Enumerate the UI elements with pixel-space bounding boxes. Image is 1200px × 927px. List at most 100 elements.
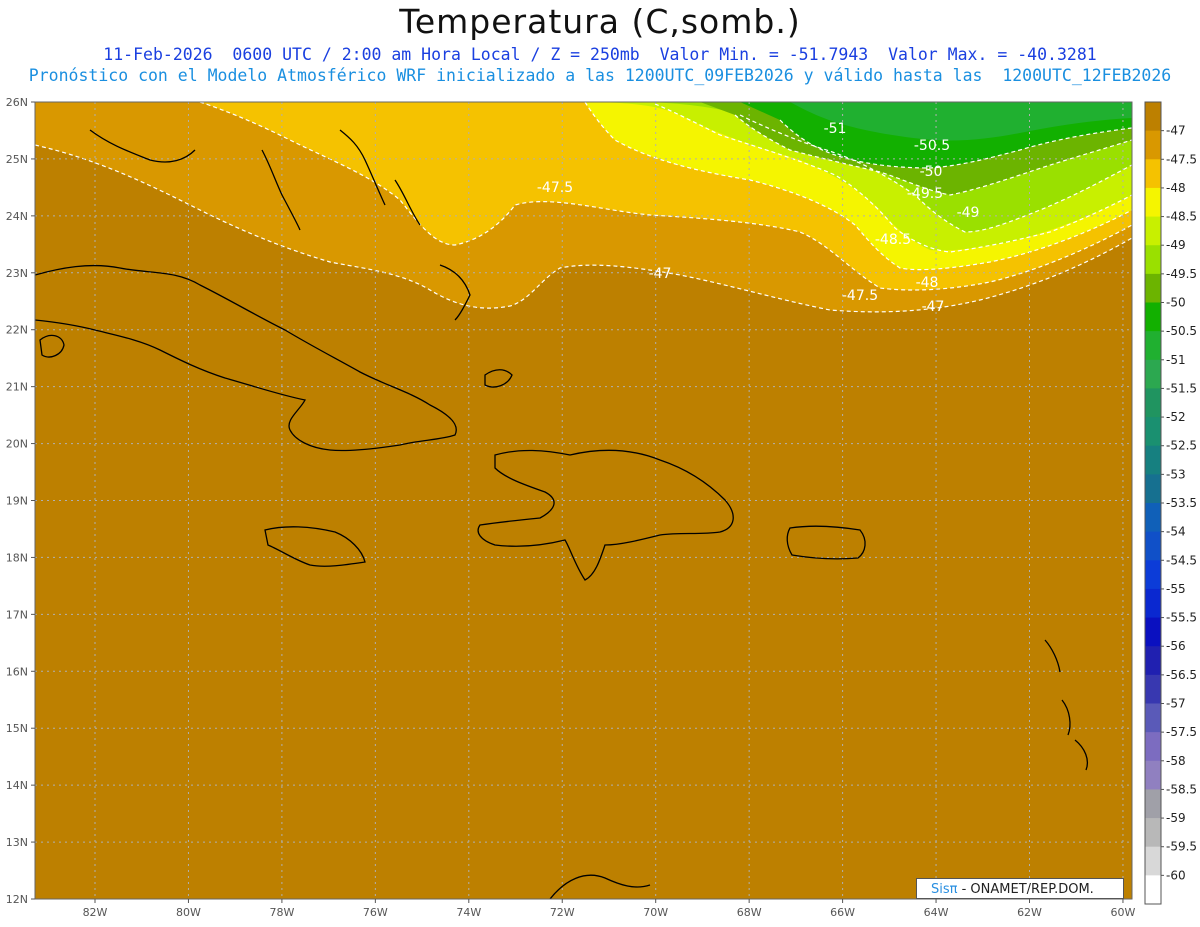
colorbar-swatch [1145,474,1161,504]
colorbar-swatch [1145,359,1161,389]
colorbar-label: -59 [1166,811,1186,825]
map-title: Temperatura (C,somb.) [399,2,801,41]
lat-tick-label: 25N [6,153,28,166]
isotherm-contours [35,102,1132,313]
colorbar-label: -51 [1166,353,1186,367]
contour-label: -48.5 [875,232,911,248]
latitude-axis: 26N 25N 24N 23N 22N 21N 20N 19N 18N 17N 16N 15N 14N 1… [6,96,35,906]
colorbar-label: -58.5 [1166,782,1197,796]
lat-tick-label: 19N [6,495,28,508]
colorbar-label: -54 [1166,525,1186,539]
colorbar-label: -50.5 [1166,324,1197,338]
colorbar-label: -53 [1166,467,1186,481]
colorbar-swatch [1145,245,1161,275]
contour-label: -47 [649,266,672,282]
lat-tick-label: 22N [6,324,28,337]
colorbar-swatch [1145,560,1161,590]
credit-box: Sisπ - ONAMET/REP.DOM. [916,878,1124,899]
contour-label: -50 [920,164,943,180]
colorbar-label: -56.5 [1166,668,1197,682]
contour-labels: -51 -50.5 -50 -49.5 -49 -48.5 -48 -47.5 -47.5 -47… [537,121,980,315]
colorbar-label: -59.5 [1166,840,1197,854]
shaded-field [35,102,1132,899]
map-subtitle-valid-time: 11-Feb-2026 0600 UTC / 2:00 am Hora Loca… [103,45,1097,64]
lon-tick-label: 62W [1017,906,1042,919]
colorbar-swatch [1145,588,1161,619]
colorbar-label: -54.5 [1166,553,1197,567]
colorbar-swatch [1145,674,1161,704]
lat-tick-label: 14N [6,779,28,792]
coast-lesser-antilles-2 [1061,699,1071,736]
coast-turks-caicos [484,369,513,388]
contour-label: -48 [916,275,939,291]
colorbar: -47 -47.5 -48 -48.5 -49 -49.5 -50 -50.5 -51 -51.5… [1144,101,1197,905]
contour-label: -50.5 [914,138,950,154]
lon-tick-label: 80W [176,906,201,919]
credit-org: - ONAMET/REP.DOM. [957,882,1094,897]
lat-tick-label: 13N [6,836,28,849]
coast-bahamas-2 [394,179,421,226]
colorbar-swatch [1145,732,1161,762]
coast-bahamas-andros [261,149,301,231]
lat-lon-grid [35,102,1132,899]
colorbar-swatch [1145,216,1161,246]
coast-lesser-antilles-1 [1044,639,1061,673]
coastlines [35,129,1089,899]
coast-bahamas-3 [439,264,471,321]
colorbar-label: -47.5 [1166,152,1197,166]
coast-south-america [549,874,651,899]
colorbar-label: -60 [1166,868,1186,882]
colorbar-label: -47 [1166,124,1186,138]
lon-tick-label: 64W [924,906,949,919]
colorbar-label: -57 [1166,697,1186,711]
contour-label: -47.5 [842,288,878,304]
colorbar-swatch [1145,846,1161,876]
coast-puerto-rico [786,525,866,560]
coast-isla-juventud [39,334,65,358]
credit-brand: Sisπ [931,882,958,897]
colorbar-label: -53.5 [1166,496,1197,510]
colorbar-swatch [1145,273,1161,303]
lat-tick-label: 21N [6,381,28,394]
colorbar-label: -55.5 [1166,611,1197,625]
lon-tick-label: 66W [830,906,855,919]
colorbar-label: -56 [1166,639,1186,653]
contour-label: -49.5 [907,186,943,202]
lon-tick-label: 76W [363,906,388,919]
colorbar-swatch [1145,159,1161,189]
coast-bahamas-1 [339,129,386,206]
colorbar-label: -50 [1166,296,1186,310]
lon-tick-label: 72W [550,906,575,919]
colorbar-label: -52 [1166,410,1186,424]
coast-cuba [35,264,457,452]
coast-jamaica [264,526,366,567]
colorbar-label: -52.5 [1166,439,1197,453]
colorbar-swatch [1145,703,1161,733]
colorbar-swatch [1145,875,1161,905]
colorbar-swatch [1145,617,1161,647]
colorbar-swatch [1145,130,1161,160]
colorbar-swatch [1145,102,1161,132]
colorbar-label: -55 [1166,582,1186,596]
lon-tick-label: 68W [737,906,762,919]
longitude-axis: 82W 80W 78W 76W 74W 72W 70W 68W 66W 64W 62W 60W [83,899,1136,919]
field-level-minus-51 [790,102,1132,141]
lon-tick-label: 78W [269,906,294,919]
lat-tick-label: 17N [6,608,28,621]
colorbar-swatch [1145,445,1161,475]
contour-label: -47 [922,299,945,315]
colorbar-swatch [1145,187,1161,218]
colorbar-swatch [1145,302,1161,332]
colorbar-label: -49 [1166,238,1186,252]
coast-lesser-antilles-3 [1074,739,1089,771]
colorbar-label: -49.5 [1166,267,1197,281]
colorbar-swatch [1145,388,1161,418]
lat-tick-label: 18N [6,551,28,564]
colorbar-swatch [1145,531,1161,561]
colorbar-swatch [1145,818,1161,848]
lon-tick-label: 82W [83,906,108,919]
colorbar-swatch [1145,331,1161,361]
colorbar-label: -58 [1166,754,1186,768]
lat-tick-label: 26N [6,96,28,109]
